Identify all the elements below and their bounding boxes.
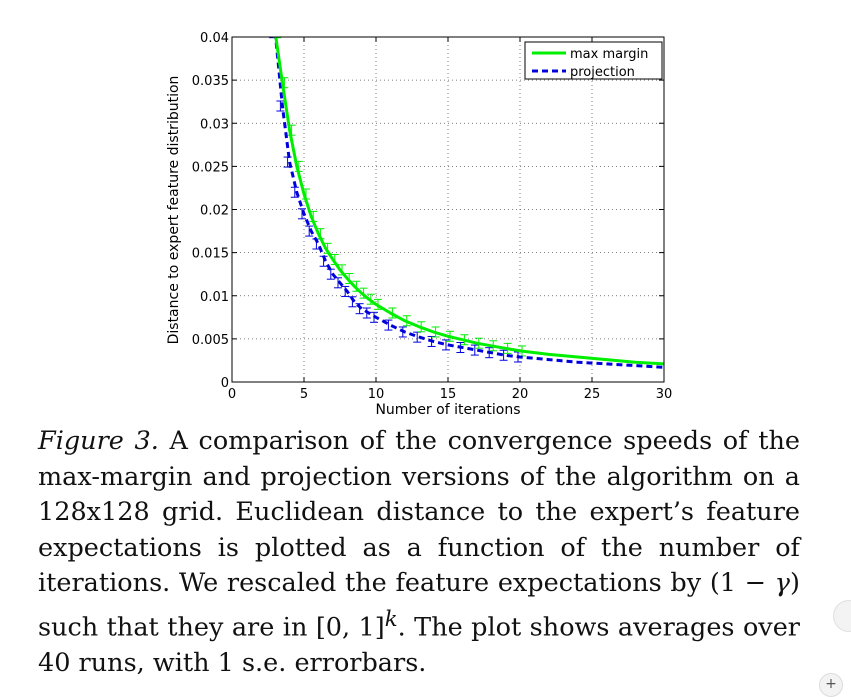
legend-box	[524, 41, 663, 80]
zoom-in-button[interactable]: +	[819, 673, 843, 697]
caption-text-3: . The plot shows averages over 40 runs, …	[38, 612, 800, 679]
caption-text-1: A comparison of the convergence speeds o…	[38, 426, 801, 599]
y-tick-label: 0.015	[192, 247, 229, 262]
x-tick-label: 30	[656, 387, 673, 402]
chart-tick-labels: 0 5 10 15 20 25 30 0 0.005 0.01 0.015 0.02 0.025 0.03…	[192, 31, 672, 402]
y-tick-label: 0.02	[200, 204, 229, 219]
y-tick-label: 0.025	[192, 160, 229, 175]
chart-grid	[232, 37, 664, 382]
x-tick-label: 25	[584, 387, 601, 402]
y-tick-label: 0.04	[200, 31, 229, 46]
y-tick-label: 0.03	[200, 117, 229, 132]
x-tick-label: 10	[368, 387, 385, 402]
y-tick-label: 0.01	[200, 290, 229, 305]
caption-text-2: such that they are in	[38, 612, 316, 643]
y-tick-label: 0.035	[192, 74, 229, 89]
caption-math-gamma: γ	[774, 568, 791, 599]
figure-caption: Figure 3. A comparison of the convergenc…	[38, 424, 800, 682]
x-tick-label: 5	[300, 387, 308, 402]
chart-errorbars	[269, 37, 526, 363]
x-tick-label: 15	[440, 387, 457, 402]
chart-legend: max margin projection	[524, 41, 663, 80]
convergence-chart: 0 5 10 15 20 25 30 0 0.005 0.01 0.015 0.02 0.025 0.03…	[166, 31, 672, 418]
chart-ticks	[231, 36, 665, 383]
caption-math-interval: [0, 1]	[315, 612, 385, 643]
y-tick-label: 0.005	[192, 333, 229, 348]
x-tick-label: 20	[512, 387, 529, 402]
y-tick-label: 0	[221, 376, 229, 391]
caption-figure-label: Figure 3.	[38, 426, 159, 456]
series-line-max-margin	[274, 37, 664, 366]
y-axis-label: Distance to expert feature distribution	[166, 76, 182, 345]
caption-math-open: (1 −	[709, 568, 775, 599]
series-line-projection	[274, 37, 664, 369]
caption-math-close: )	[790, 568, 800, 599]
legend-label-max-margin: max margin	[570, 47, 648, 62]
x-axis-label: Number of iterations	[375, 402, 520, 418]
x-tick-label: 0	[228, 387, 236, 402]
legend-label-projection: projection	[570, 65, 635, 80]
chart-series	[274, 37, 664, 369]
caption-math-superscript-k: k	[384, 606, 398, 632]
side-scroll-handle[interactable]	[833, 600, 851, 632]
